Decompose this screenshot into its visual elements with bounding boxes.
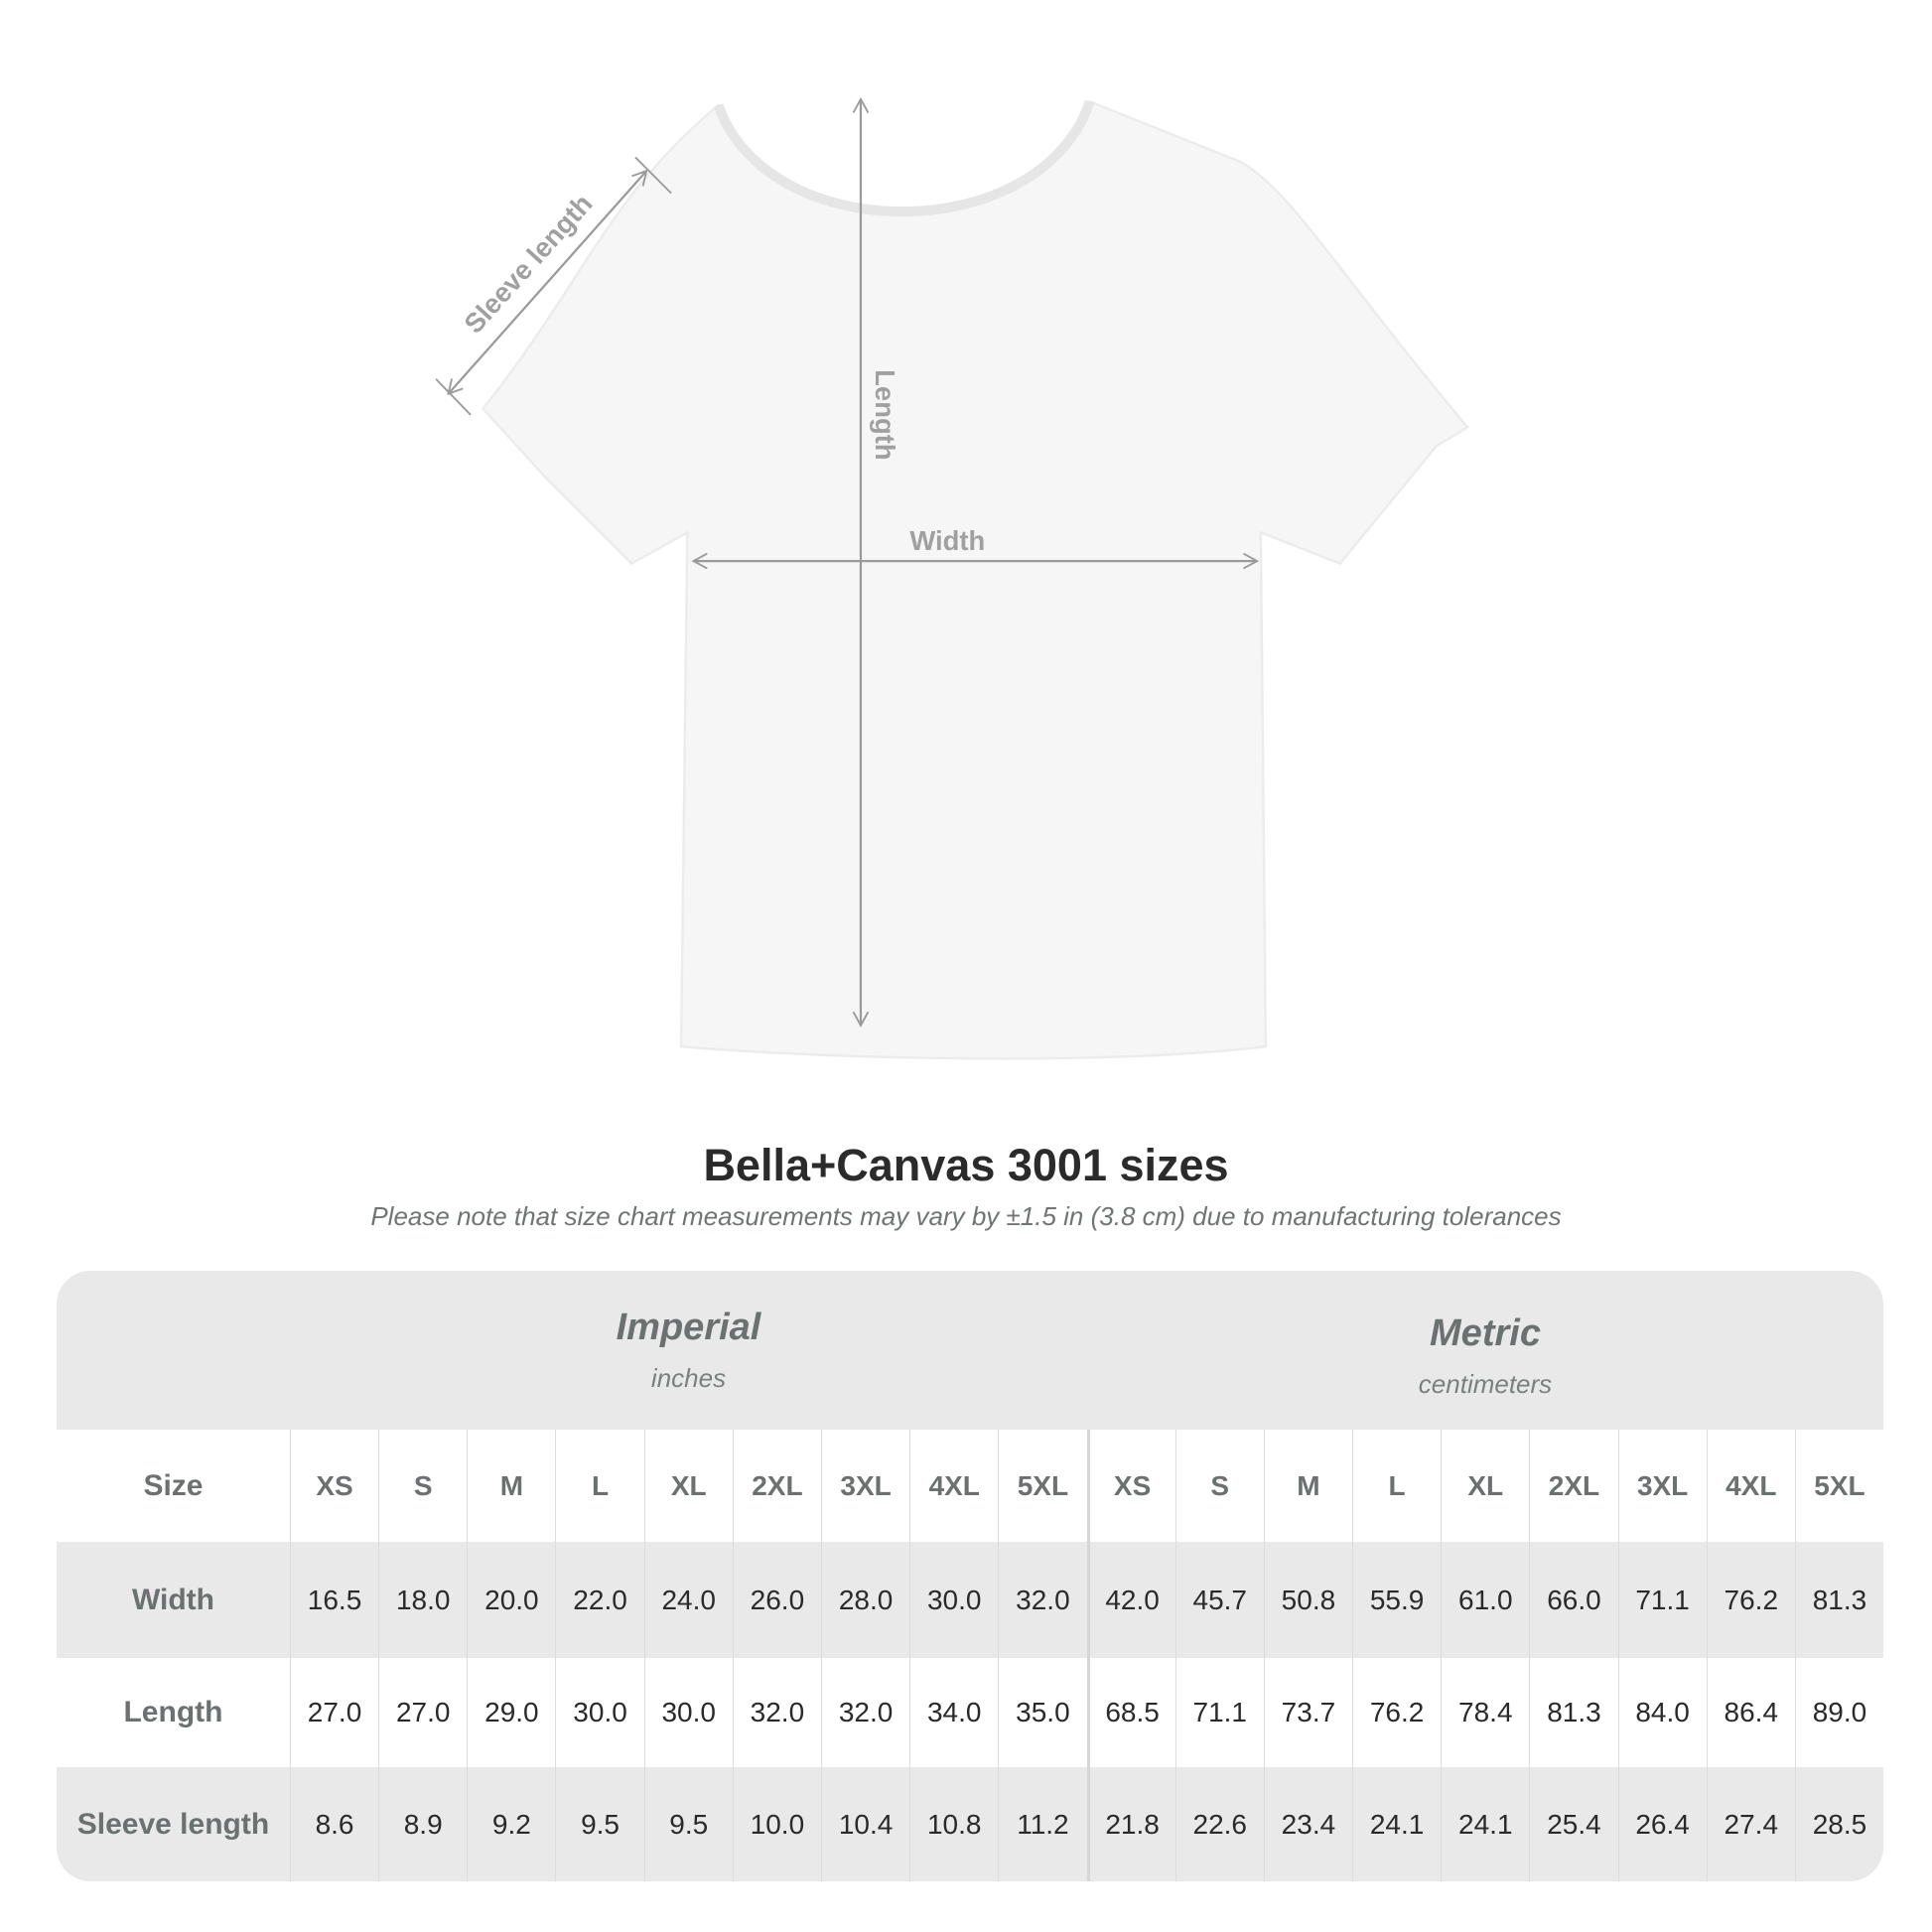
value-cell: 81.3 (1529, 1658, 1617, 1767)
value-cell: 89.0 (1794, 1658, 1883, 1767)
value-cell: 76.2 (1706, 1542, 1795, 1658)
size-header-cell: 5XL (998, 1430, 1086, 1542)
value-cell: 9.5 (555, 1767, 643, 1881)
value-cell: 9.2 (467, 1767, 555, 1881)
value-cell: 29.0 (467, 1658, 555, 1767)
value-cell: 45.7 (1174, 1542, 1264, 1658)
value-cell: 76.2 (1352, 1658, 1441, 1767)
value-cell: 23.4 (1263, 1767, 1352, 1881)
value-cell: 55.9 (1352, 1542, 1441, 1658)
size-header-cell: 3XL (1617, 1430, 1707, 1542)
value-cell: 20.0 (467, 1542, 555, 1658)
value-cell: 42.0 (1086, 1542, 1175, 1658)
row-label: Size (143, 1468, 204, 1502)
size-header-cell: M (1263, 1430, 1352, 1542)
value-cell: 78.4 (1441, 1658, 1529, 1767)
value-cell: 11.2 (998, 1767, 1086, 1881)
value-cell: 32.0 (998, 1542, 1086, 1658)
value-cell: 50.8 (1263, 1542, 1352, 1658)
value-cell: 18.0 (378, 1542, 467, 1658)
metric-header: Metric centimeters (1087, 1312, 1883, 1400)
chart-title: Bella+Canvas 3001 sizes (703, 1140, 1229, 1190)
size-header-cell: 3XL (820, 1430, 909, 1542)
size-header-cell: 2XL (732, 1430, 821, 1542)
value-cell: 81.3 (1794, 1542, 1883, 1658)
size-header-row: Size XS S M L XL 2XL 3XL 4XL 5XL XS S M L XL 2XL 3XL 4XL 5… (57, 1430, 1883, 1542)
width-label: Width (909, 525, 985, 556)
value-cell: 30.0 (909, 1542, 998, 1658)
size-header-cell: M (467, 1430, 555, 1542)
value-cell: 28.0 (820, 1542, 909, 1658)
unit-header-band: Imperial inches Metric centimeters (57, 1271, 1883, 1430)
size-header-cell: L (1352, 1430, 1441, 1542)
tshirt-shape (481, 99, 1470, 1060)
value-cell: 26.0 (732, 1542, 821, 1658)
table-row-sleeve-length: Sleeve length 8.6 8.9 9.2 9.5 9.5 10.0 10.4 10.8… (57, 1767, 1883, 1881)
value-cell: 27.0 (378, 1658, 467, 1767)
value-cell: 71.1 (1617, 1542, 1707, 1658)
value-cell: 68.5 (1086, 1658, 1175, 1767)
length-label: Length (870, 369, 900, 460)
row-label: Width (131, 1583, 214, 1616)
value-cell: 22.6 (1174, 1767, 1264, 1881)
size-table: Imperial inches Metric centimeters Size X… (57, 1271, 1883, 1881)
value-cell: 24.1 (1441, 1767, 1529, 1881)
size-header-cell: S (378, 1430, 467, 1542)
table-row-width: Width 16.5 18.0 20.0 22.0 24.0 26.0 28.0 30.0 32.… (57, 1542, 1883, 1658)
size-header-cell: S (1174, 1430, 1264, 1542)
size-header-cell: 2XL (1529, 1430, 1617, 1542)
value-cell: 32.0 (732, 1658, 821, 1767)
value-cell: 61.0 (1441, 1542, 1529, 1658)
value-cell: 10.8 (909, 1767, 998, 1881)
size-header-cell: 4XL (1706, 1430, 1795, 1542)
imperial-unit: inches (650, 1363, 727, 1393)
imperial-title: Imperial (616, 1307, 761, 1348)
metric-title: Metric (1430, 1312, 1541, 1354)
sleeve-arrow (447, 169, 648, 396)
value-cell: 84.0 (1617, 1658, 1707, 1767)
value-cell: 86.4 (1706, 1658, 1795, 1767)
row-label: Sleeve length (76, 1807, 270, 1841)
value-cell: 32.0 (820, 1658, 909, 1767)
value-cell: 27.0 (289, 1658, 378, 1767)
size-header-cell: L (555, 1430, 643, 1542)
table-row-length: Length 27.0 27.0 29.0 30.0 30.0 32.0 32.0 34.0 35… (57, 1658, 1883, 1767)
size-header-cell: XL (643, 1430, 733, 1542)
size-header-cell: 4XL (909, 1430, 998, 1542)
value-cell: 9.5 (643, 1767, 733, 1881)
value-cell: 22.0 (555, 1542, 643, 1658)
imperial-header: Imperial inches (290, 1307, 1087, 1394)
size-header-cell: XS (289, 1430, 378, 1542)
value-cell: 16.5 (289, 1542, 378, 1658)
value-cell: 24.1 (1352, 1767, 1441, 1881)
value-cell: 35.0 (998, 1658, 1086, 1767)
value-cell: 30.0 (555, 1658, 643, 1767)
value-cell: 30.0 (643, 1658, 733, 1767)
size-header-cell: XL (1441, 1430, 1529, 1542)
size-header-cell: XS (1086, 1430, 1175, 1542)
row-label: Length (123, 1696, 223, 1728)
value-cell: 21.8 (1086, 1767, 1175, 1881)
size-header-cell: 5XL (1794, 1430, 1883, 1542)
tolerance-note: Please note that size chart measurements… (370, 1201, 1562, 1231)
value-cell: 28.5 (1794, 1767, 1883, 1881)
value-cell: 10.0 (732, 1767, 821, 1881)
value-cell: 24.0 (643, 1542, 733, 1658)
value-cell: 66.0 (1529, 1542, 1617, 1658)
value-cell: 8.6 (289, 1767, 378, 1881)
metric-unit: centimeters (1418, 1369, 1553, 1399)
value-cell: 71.1 (1174, 1658, 1264, 1767)
value-cell: 34.0 (909, 1658, 998, 1767)
value-cell: 8.9 (378, 1767, 467, 1881)
value-cell: 27.4 (1706, 1767, 1795, 1881)
value-cell: 73.7 (1263, 1658, 1352, 1767)
value-cell: 25.4 (1529, 1767, 1617, 1881)
value-cell: 26.4 (1617, 1767, 1707, 1881)
value-cell: 10.4 (820, 1767, 909, 1881)
